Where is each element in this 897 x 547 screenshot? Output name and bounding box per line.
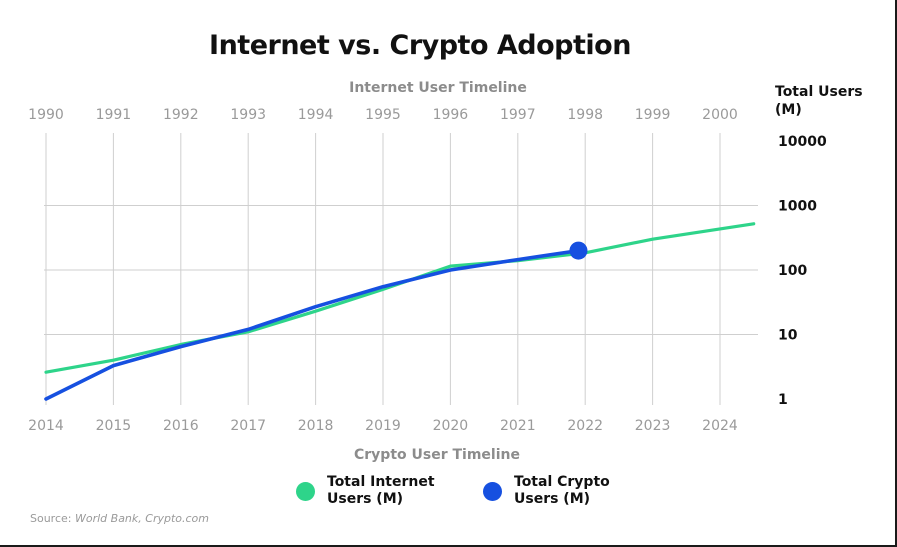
y-tick-1000: 1000 — [778, 199, 817, 215]
legend-internet-marker — [296, 481, 315, 501]
y-tick-1: 1 — [778, 392, 788, 408]
top-tick-1998: 1998 — [567, 107, 603, 123]
bottom-tick-2014: 2014 — [28, 418, 64, 434]
y-axis-title: Total Users (M) — [775, 84, 863, 118]
legend-internet-label: Total Internet Users (M) — [327, 474, 435, 507]
series-line-internet — [44, 222, 756, 374]
top-tick-1996: 1996 — [433, 107, 469, 123]
legend-item-internet: Total Internet Users (M) — [296, 474, 449, 508]
top-axis-title: Internet User Timeline — [349, 80, 527, 96]
y-tick-100: 100 — [778, 263, 807, 279]
axis-labels: Internet User Timeline Crypto User Timeli… — [28, 80, 862, 463]
legend: Total Internet Users (M) Total Crypto Us… — [296, 474, 636, 508]
top-tick-1995: 1995 — [365, 107, 401, 123]
bottom-tick-2017: 2017 — [230, 418, 266, 434]
bottom-tick-2022: 2022 — [567, 418, 603, 434]
bottom-tick-2021: 2021 — [500, 418, 536, 434]
bottom-tick-2016: 2016 — [163, 418, 199, 434]
source-text: World Bank, Crypto.com — [74, 512, 209, 525]
bottom-tick-2020: 2020 — [433, 418, 469, 434]
y-tick-10: 10 — [778, 328, 798, 344]
crypto-end-marker — [569, 241, 588, 260]
top-tick-1992: 1992 — [163, 107, 199, 123]
bottom-tick-2019: 2019 — [365, 418, 401, 434]
top-tick-1999: 1999 — [635, 107, 671, 123]
series-lines — [44, 222, 756, 401]
top-tick-1997: 1997 — [500, 107, 536, 123]
chart-title: Internet vs. Crypto Adoption — [209, 30, 631, 61]
bottom-tick-2023: 2023 — [635, 418, 671, 434]
top-tick-1993: 1993 — [230, 107, 266, 123]
y-tick-10000: 10000 — [778, 134, 827, 150]
y-axis-title-line1: Total Users — [775, 84, 863, 100]
y-axis-title-line2: (M) — [775, 102, 802, 118]
series-line-crypto — [44, 248, 581, 401]
legend-crypto-marker — [483, 481, 502, 501]
top-tick-1991: 1991 — [96, 107, 132, 123]
bottom-tick-2024: 2024 — [702, 418, 738, 434]
bottom-axis-title: Crypto User Timeline — [354, 447, 520, 463]
bottom-tick-2015: 2015 — [96, 418, 132, 434]
top-tick-1994: 1994 — [298, 107, 334, 123]
source-prefix: Source: — [30, 512, 75, 525]
grid-lines — [44, 133, 758, 405]
top-tick-1990: 1990 — [28, 107, 64, 123]
source-note: Source: World Bank, Crypto.com — [30, 512, 209, 525]
legend-item-crypto: Total Crypto Users (M) — [483, 474, 636, 508]
legend-crypto-label: Total Crypto Users (M) — [514, 474, 610, 507]
bottom-tick-2018: 2018 — [298, 418, 334, 434]
top-tick-2000: 2000 — [702, 107, 738, 123]
